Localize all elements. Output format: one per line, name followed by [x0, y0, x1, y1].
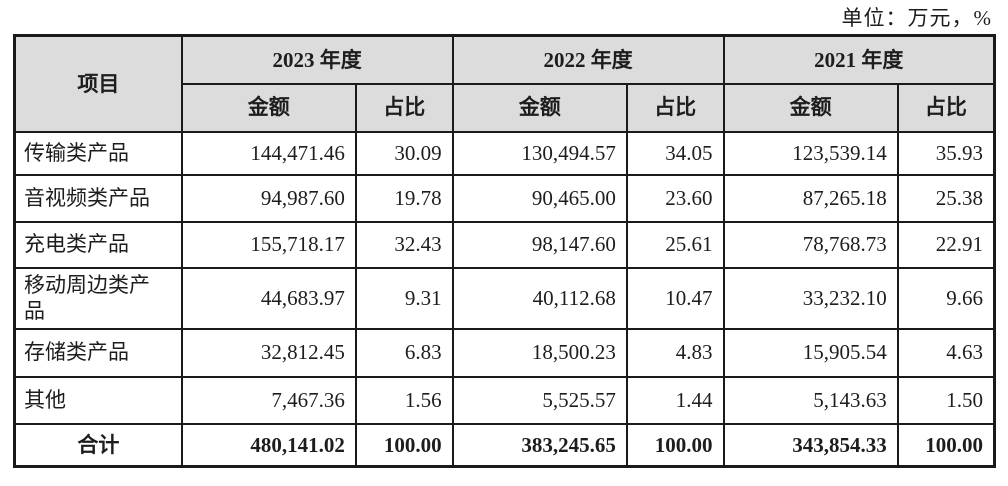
column-header-year-2021: 2021 年度 [722, 34, 996, 85]
column-header-ratio-2021: 占比 [896, 82, 996, 133]
amount-2023-cell: 32,812.45 [180, 327, 357, 378]
amount-2023-cell: 7,467.36 [180, 375, 357, 425]
revenue-by-product-table: 项目 2023 年度 2022 年度 2021 年度 金额 占比 金额 占比 金… [13, 34, 996, 468]
amount-2022-cell: 5,525.57 [451, 375, 628, 425]
ratio-2021-cell: 35.93 [896, 130, 996, 176]
ratio-2022-cell: 34.05 [625, 130, 725, 176]
amount-2023-cell: 144,471.46 [180, 130, 357, 176]
amount-2022-cell: 98,147.60 [451, 220, 628, 269]
ratio-2023-cell: 1.56 [354, 375, 454, 425]
ratio-2023-cell: 19.78 [354, 173, 454, 223]
column-header-year-2022: 2022 年度 [451, 34, 725, 85]
table-row: 充电类产品 155,718.17 32.43 98,147.60 25.61 7… [13, 220, 996, 269]
item-cell: 存储类产品 [13, 327, 183, 378]
total-amount-2022-cell: 383,245.65 [451, 422, 628, 468]
unit-label: 单位：万元，% [841, 6, 992, 30]
ratio-2021-cell: 25.38 [896, 173, 996, 223]
ratio-2021-cell: 4.63 [896, 327, 996, 378]
amount-2021-cell: 5,143.63 [722, 375, 899, 425]
table-body: 传输类产品 144,471.46 30.09 130,494.57 34.05 … [13, 130, 996, 468]
amount-2022-cell: 90,465.00 [451, 173, 628, 223]
amount-2022-cell: 40,112.68 [451, 266, 628, 330]
ratio-2022-cell: 25.61 [625, 220, 725, 269]
item-cell: 移动周边类产品 [13, 266, 183, 330]
item-cell: 传输类产品 [13, 130, 183, 176]
ratio-2021-cell: 1.50 [896, 375, 996, 425]
amount-2023-cell: 44,683.97 [180, 266, 357, 330]
ratio-2023-cell: 6.83 [354, 327, 454, 378]
ratio-2022-cell: 4.83 [625, 327, 725, 378]
ratio-2022-cell: 23.60 [625, 173, 725, 223]
table-row: 音视频类产品 94,987.60 19.78 90,465.00 23.60 8… [13, 173, 996, 223]
amount-2021-cell: 87,265.18 [722, 173, 899, 223]
column-header-amount-2023: 金额 [180, 82, 357, 133]
column-header-item: 项目 [13, 34, 183, 133]
table-row: 其他 7,467.36 1.56 5,525.57 1.44 5,143.63 … [13, 375, 996, 425]
ratio-2021-cell: 22.91 [896, 220, 996, 269]
header-row-subcolumns: 金额 占比 金额 占比 金额 占比 [15, 82, 996, 133]
amount-2021-cell: 78,768.73 [722, 220, 899, 269]
ratio-2021-cell: 9.66 [896, 266, 996, 330]
amount-2023-cell: 155,718.17 [180, 220, 357, 269]
column-header-ratio-2022: 占比 [625, 82, 725, 133]
total-amount-2021-cell: 343,854.33 [722, 422, 899, 468]
ratio-2022-cell: 10.47 [625, 266, 725, 330]
amount-2022-cell: 130,494.57 [451, 130, 628, 176]
amount-2023-cell: 94,987.60 [180, 173, 357, 223]
total-amount-2023-cell: 480,141.02 [180, 422, 357, 468]
ratio-2023-cell: 32.43 [354, 220, 454, 269]
amount-2021-cell: 33,232.10 [722, 266, 899, 330]
column-header-amount-2021: 金额 [722, 82, 899, 133]
ratio-2023-cell: 9.31 [354, 266, 454, 330]
amount-2021-cell: 15,905.54 [722, 327, 899, 378]
column-header-ratio-2023: 占比 [354, 82, 454, 133]
table-header: 项目 2023 年度 2022 年度 2021 年度 金额 占比 金额 占比 金… [13, 34, 996, 133]
table-row: 移动周边类产品 44,683.97 9.31 40,112.68 10.47 3… [13, 266, 996, 330]
table-row: 传输类产品 144,471.46 30.09 130,494.57 34.05 … [13, 130, 996, 176]
ratio-2022-cell: 1.44 [625, 375, 725, 425]
item-cell: 音视频类产品 [13, 173, 183, 223]
total-ratio-2023-cell: 100.00 [354, 422, 454, 468]
total-label-cell: 合计 [13, 422, 183, 468]
item-cell: 其他 [13, 375, 183, 425]
column-header-amount-2022: 金额 [451, 82, 628, 133]
header-row-years: 项目 2023 年度 2022 年度 2021 年度 [13, 34, 996, 133]
total-ratio-2021-cell: 100.00 [896, 422, 996, 468]
table-row: 存储类产品 32,812.45 6.83 18,500.23 4.83 15,9… [13, 327, 996, 378]
amount-2022-cell: 18,500.23 [451, 327, 628, 378]
amount-2021-cell: 123,539.14 [722, 130, 899, 176]
item-cell: 充电类产品 [13, 220, 183, 269]
column-header-year-2023: 2023 年度 [180, 34, 454, 85]
total-ratio-2022-cell: 100.00 [625, 422, 725, 468]
ratio-2023-cell: 30.09 [354, 130, 454, 176]
total-row: 合计 480,141.02 100.00 383,245.65 100.00 3… [13, 422, 996, 468]
